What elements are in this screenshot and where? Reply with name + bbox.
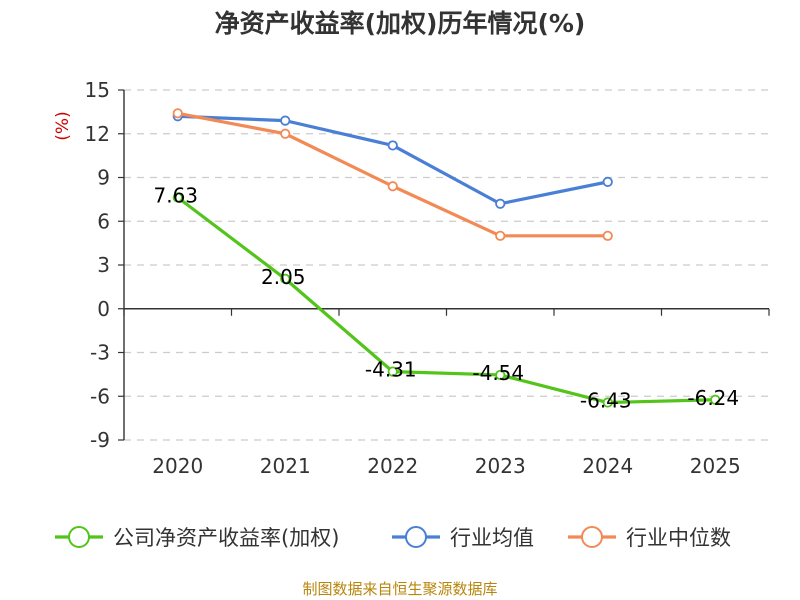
data-label: -4.31 (365, 358, 417, 382)
data-point[interactable] (495, 230, 506, 241)
x-tick-label: 2021 (260, 454, 311, 478)
data-label: -4.54 (472, 361, 524, 385)
y-tick-label: -3 (90, 341, 110, 365)
data-point[interactable] (172, 192, 183, 203)
chart-title: 净资产收益率(加权)历年情况(%) (215, 9, 586, 38)
legend-item[interactable]: 行业中位数 (568, 526, 731, 550)
series-line (176, 196, 716, 405)
y-tick-label: 0 (97, 297, 110, 321)
data-point[interactable] (602, 397, 613, 408)
y-axis-label: (%) (53, 111, 73, 140)
gridlines (118, 89, 769, 441)
data-point[interactable] (387, 366, 398, 377)
data-label: 2.05 (261, 265, 306, 289)
series-lines (172, 108, 721, 408)
x-tick-label: 2023 (475, 454, 526, 478)
data-point[interactable] (495, 369, 506, 381)
data-labels: 7.63 2.05 -4.31 -4.54 -6.43 -6.24 (153, 183, 739, 412)
data-point[interactable] (602, 176, 613, 187)
data-point[interactable] (172, 108, 183, 119)
data-label: 7.63 (153, 183, 198, 207)
legend-item[interactable]: 公司净资产收益率(加权) (55, 526, 339, 550)
y-tick-label: 6 (97, 209, 110, 233)
data-point[interactable] (602, 230, 613, 241)
legend-label: 行业均值 (450, 526, 534, 550)
data-point[interactable] (387, 140, 398, 151)
legend[interactable]: 公司净资产收益率(加权) 行业均值 行业中位数 (55, 526, 731, 550)
legend-marker (581, 526, 603, 548)
y-tick-label: 12 (85, 122, 110, 146)
x-tick-label: 2020 (152, 454, 203, 478)
legend-item[interactable]: 行业均值 (392, 526, 534, 550)
legend-marker (68, 526, 90, 548)
data-point[interactable] (495, 198, 506, 209)
data-label: -6.24 (687, 386, 739, 410)
axes (123, 90, 770, 440)
series-line (177, 111, 608, 238)
y-tick-label: 3 (97, 253, 110, 277)
x-tick-label: 2024 (582, 454, 633, 478)
legend-label: 行业中位数 (626, 526, 731, 550)
data-point[interactable] (280, 128, 291, 139)
y-tick-labels: 15 12 9 6 3 0 -3 -6 -9 (85, 78, 110, 452)
data-label: -6.43 (580, 389, 632, 413)
y-tick-label: -6 (90, 384, 110, 408)
y-tick-label: 9 (97, 166, 110, 190)
source-note: 制图数据来自恒生聚源数据库 (302, 580, 497, 598)
data-point[interactable] (387, 181, 398, 192)
data-point[interactable] (280, 115, 291, 126)
legend-marker (405, 526, 427, 548)
data-point[interactable] (710, 394, 721, 405)
x-tick-labels: 2020 2021 2022 2023 2024 2025 (152, 454, 740, 478)
x-tick-label: 2025 (690, 454, 741, 478)
data-point[interactable] (280, 273, 291, 284)
legend-label: 公司净资产收益率(加权) (113, 526, 339, 550)
y-tick-label: -9 (90, 428, 110, 452)
y-tick-label: 15 (85, 78, 110, 102)
x-tick-label: 2022 (367, 454, 418, 478)
